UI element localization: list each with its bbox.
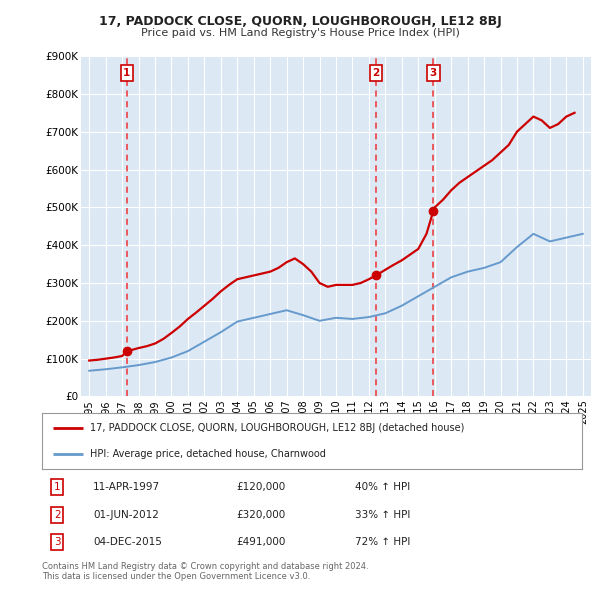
Text: 11-APR-1997: 11-APR-1997 xyxy=(94,483,160,493)
Text: 33% ↑ HPI: 33% ↑ HPI xyxy=(355,510,410,520)
Text: 1: 1 xyxy=(54,483,61,493)
Text: Contains HM Land Registry data © Crown copyright and database right 2024.: Contains HM Land Registry data © Crown c… xyxy=(42,562,368,571)
Text: 72% ↑ HPI: 72% ↑ HPI xyxy=(355,537,410,547)
Text: 01-JUN-2012: 01-JUN-2012 xyxy=(94,510,159,520)
Text: 04-DEC-2015: 04-DEC-2015 xyxy=(94,537,162,547)
Text: This data is licensed under the Open Government Licence v3.0.: This data is licensed under the Open Gov… xyxy=(42,572,310,581)
Text: 2: 2 xyxy=(372,68,379,78)
Text: £491,000: £491,000 xyxy=(236,537,286,547)
Text: 2: 2 xyxy=(54,510,61,520)
Text: Price paid vs. HM Land Registry's House Price Index (HPI): Price paid vs. HM Land Registry's House … xyxy=(140,28,460,38)
Text: 1: 1 xyxy=(123,68,130,78)
Text: 3: 3 xyxy=(54,537,61,547)
Text: 40% ↑ HPI: 40% ↑ HPI xyxy=(355,483,410,493)
Text: 17, PADDOCK CLOSE, QUORN, LOUGHBOROUGH, LE12 8BJ: 17, PADDOCK CLOSE, QUORN, LOUGHBOROUGH, … xyxy=(98,15,502,28)
Text: HPI: Average price, detached house, Charnwood: HPI: Average price, detached house, Char… xyxy=(89,449,325,459)
Text: £120,000: £120,000 xyxy=(236,483,286,493)
Text: 17, PADDOCK CLOSE, QUORN, LOUGHBOROUGH, LE12 8BJ (detached house): 17, PADDOCK CLOSE, QUORN, LOUGHBOROUGH, … xyxy=(89,423,464,433)
Text: £320,000: £320,000 xyxy=(236,510,286,520)
Text: 3: 3 xyxy=(430,68,437,78)
